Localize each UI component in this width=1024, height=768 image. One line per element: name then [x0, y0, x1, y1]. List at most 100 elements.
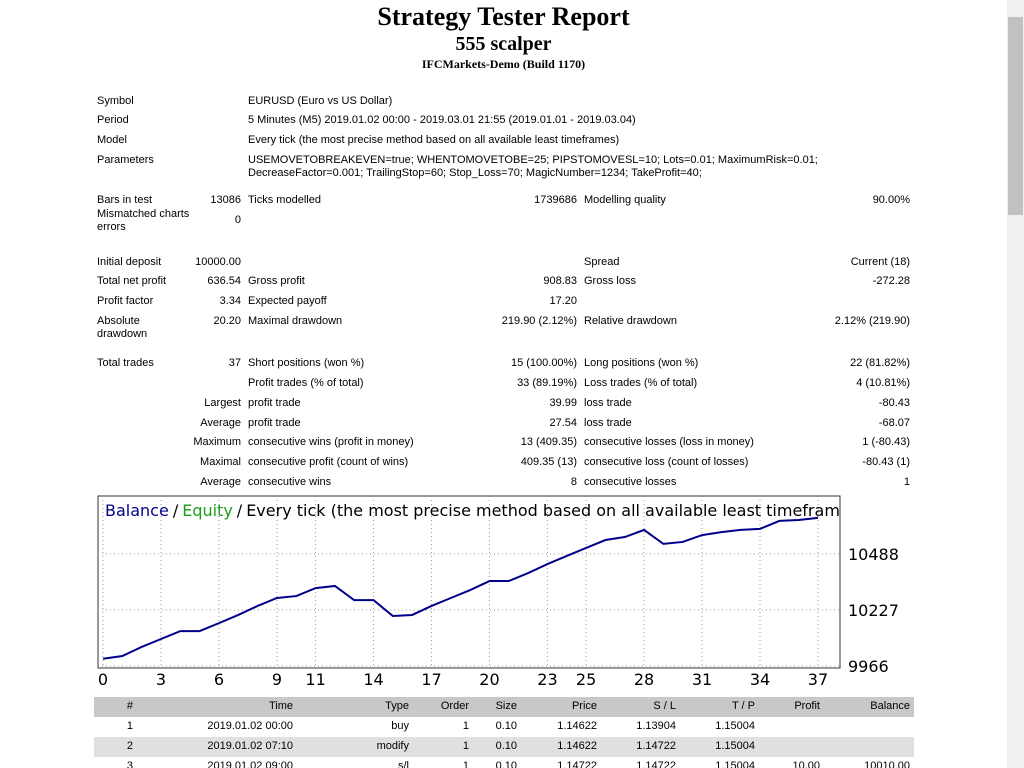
summary-value: 1739686: [534, 194, 577, 206]
trade-cell: 2019.01.02 09:00: [207, 760, 293, 768]
summary-label: Loss trades (% of total): [584, 377, 698, 389]
trade-cell: 1.15004: [715, 760, 755, 768]
summary-label: consecutive profit (count of wins): [248, 456, 409, 468]
summary-label: Profit factor: [97, 295, 154, 307]
x-tick-label: 11: [305, 670, 325, 689]
summary-value: Largest: [204, 397, 241, 409]
summary-label: Gross profit: [248, 275, 305, 287]
summary-label: consecutive losses (loss in money): [584, 436, 754, 448]
trade-cell: 10.00: [792, 760, 820, 768]
summary-value: 22 (81.82%): [850, 357, 910, 369]
x-tick-label: 17: [421, 670, 441, 689]
x-tick-label: 14: [363, 670, 383, 689]
summary-value: Average: [200, 476, 241, 488]
summary-value: 33 (89.19%): [517, 377, 577, 389]
legend-text: /: [237, 501, 243, 520]
trade-cell: 1.13904: [636, 720, 676, 732]
summary-label: consecutive loss (count of losses): [584, 456, 749, 468]
column-header: T / P: [731, 700, 755, 712]
summary-label: Bars in test: [97, 194, 153, 206]
trade-cell: 2019.01.02 00:00: [207, 720, 293, 732]
summary-value: 15 (100.00%): [510, 357, 577, 369]
table-row: 3 2019.01.02 09:00 s/l 1 0.10 1.14722 1.14722 1…: [94, 757, 914, 768]
column-header: Time: [268, 700, 293, 712]
summary-value: 219.90 (2.12%): [501, 315, 577, 327]
summary-value: 1: [903, 476, 910, 488]
summary-label: USEMOVETOBREAKEVEN=true; WHENTOMOVETOBE=…: [248, 154, 818, 179]
trade-cell: 2019.01.02 07:10: [207, 740, 293, 752]
x-tick-label: 31: [692, 670, 712, 689]
summary-label: Initial deposit: [97, 256, 162, 268]
summary-value: Maximum: [193, 436, 241, 448]
summary-value: 13086: [210, 194, 241, 206]
x-tick-label: 9: [272, 670, 282, 689]
scroll-thumb[interactable]: [1008, 17, 1023, 215]
summary-value: 17.20: [549, 295, 577, 307]
summary-value: 636.54: [207, 275, 241, 287]
trade-cell: buy: [391, 720, 409, 732]
trade-cell: 1.14622: [557, 740, 597, 752]
strategy-name: 555 scalper: [455, 33, 552, 55]
x-tick-label: 0: [98, 670, 108, 689]
summary-value: 90.00%: [872, 194, 910, 206]
summary-label: loss trade: [584, 417, 632, 429]
summary-label: Parameters: [97, 154, 154, 166]
summary-value: 37: [228, 357, 241, 369]
summary-label: Total trades: [97, 357, 154, 369]
legend-text: Equity: [182, 501, 233, 520]
summary-label: loss trade: [584, 397, 632, 409]
trade-cell: 1.14622: [557, 720, 597, 732]
summary-label: Short positions (won %): [248, 357, 365, 369]
trade-cell: 1.14722: [636, 740, 676, 752]
summary-label: Mismatched charts errors: [97, 208, 190, 233]
x-tick-label: 28: [634, 670, 654, 689]
trade-cell: 10010.00: [864, 760, 910, 768]
trade-cell: 1: [126, 720, 133, 732]
x-tick-label: 6: [214, 670, 224, 689]
summary-value: Current (18): [850, 256, 910, 268]
summary-value: -68.07: [878, 417, 910, 429]
summary-label: Profit trades (% of total): [248, 377, 364, 389]
legend-text: /: [173, 501, 179, 520]
summary-value: -272.28: [872, 275, 910, 287]
x-tick-label: 3: [156, 670, 166, 689]
summary-label: Expected payoff: [248, 295, 327, 307]
trade-cell: 1: [462, 720, 469, 732]
balance-chart: 9966 10227 10488 0 3 6 9 11 14 17 20 23 25 28 31 34 37 Ba…: [97, 495, 947, 689]
summary-label: Ticks modelled: [248, 194, 321, 206]
trade-cell: 2: [126, 740, 133, 752]
summary-value: 3.34: [219, 295, 241, 307]
trade-cell: 1: [462, 740, 469, 752]
summary-label: Absolute drawdown: [97, 315, 148, 340]
summary-label: consecutive losses: [584, 476, 677, 488]
legend: Balance / Equity / Every tick (the most prec…: [105, 501, 947, 520]
trade-cell: 1.14722: [636, 760, 676, 768]
column-header: Price: [571, 700, 597, 712]
table-row: 1 2019.01.02 00:00 buy 1 0.10 1.14622 1.13904 1…: [94, 717, 914, 737]
trade-cell: 1: [462, 760, 469, 768]
column-header: Type: [385, 700, 409, 712]
balance-line: [102, 516, 819, 660]
summary-label: profit trade: [248, 417, 301, 429]
trade-cell: 3: [126, 760, 133, 768]
summary-value: 10000.00: [195, 256, 241, 268]
summary-label: Model: [97, 134, 127, 146]
summary-label: Every tick (the most precise method base…: [248, 134, 620, 146]
summary-value: 908.83: [543, 275, 577, 287]
x-tick-label: 25: [576, 670, 596, 689]
trade-cell: 1.15004: [715, 740, 755, 752]
x-tick-label: 23: [537, 670, 557, 689]
trade-cell: 1.14722: [557, 760, 597, 768]
server: IFCMarkets-Demo (Build 1170): [421, 57, 586, 71]
summary-label: Modelling quality: [584, 194, 666, 206]
summary-label: profit trade: [248, 397, 301, 409]
table-row: 2 2019.01.02 07:10 modify 1 0.10 1.14622 1.147…: [94, 737, 914, 757]
x-tick-label: 37: [808, 670, 828, 689]
legend-text: Balance: [105, 501, 169, 520]
summary-value: 2.12% (219.90): [834, 315, 910, 327]
summary-label: Gross loss: [584, 275, 636, 287]
summary-value: 39.99: [549, 397, 577, 409]
summary-value: 13 (409.35): [520, 436, 577, 448]
summary-label: EURUSD (Euro vs US Dollar): [248, 95, 393, 107]
summary-label: Spread: [584, 256, 620, 268]
